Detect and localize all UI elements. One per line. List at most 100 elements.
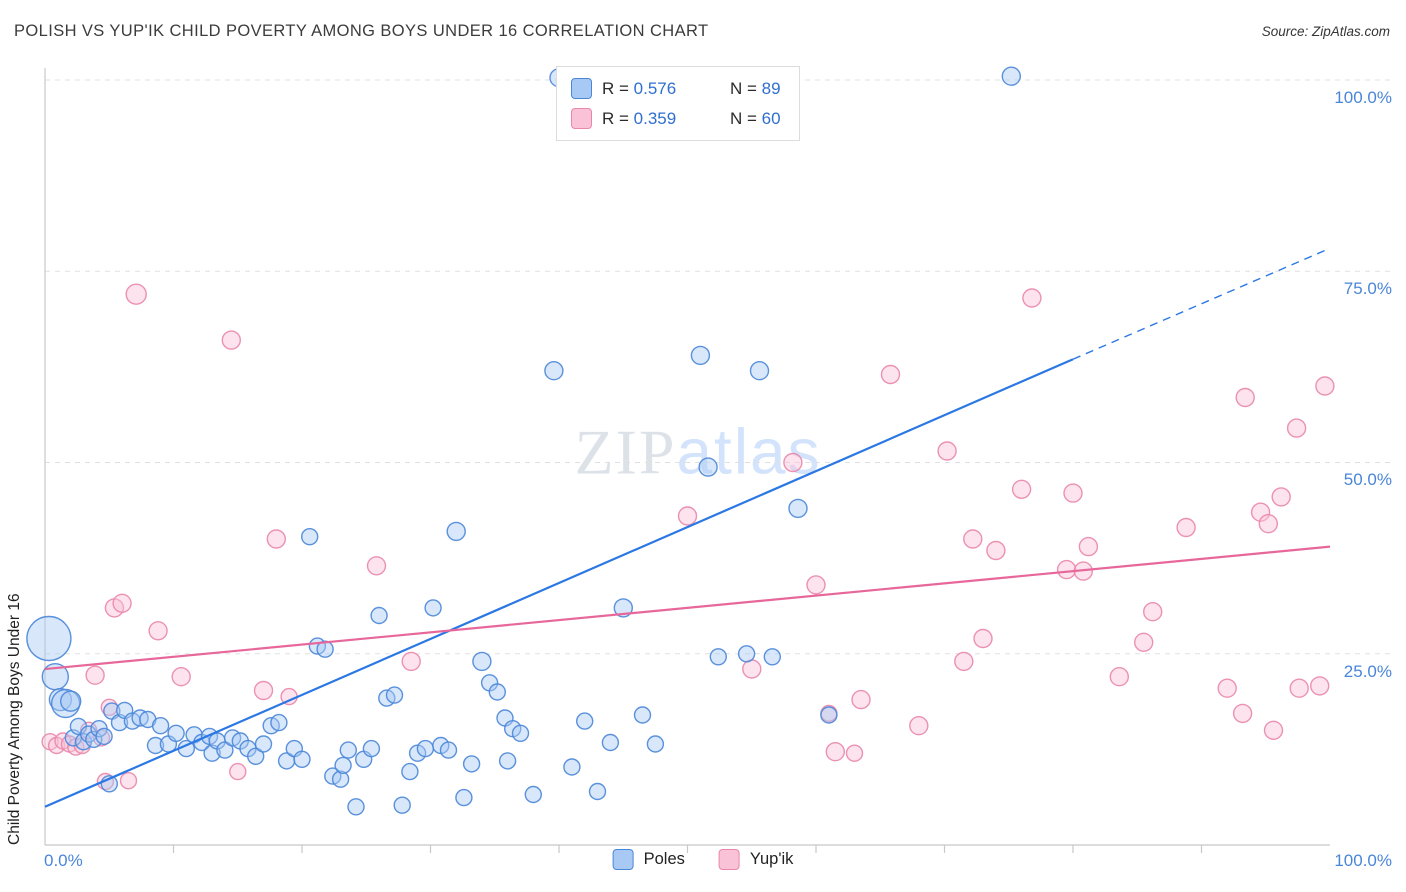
scatter-point-yupik bbox=[986, 540, 1006, 561]
scatter-point-yupik bbox=[401, 651, 421, 672]
scatter-point-poles bbox=[216, 741, 234, 759]
scatter-point-yupik bbox=[253, 680, 274, 701]
scatter-point-poles bbox=[370, 606, 388, 625]
scatter-point-yupik bbox=[1011, 479, 1032, 499]
correlation-legend: R = 0.576 N = 89 R = 0.359 N = 60 bbox=[556, 66, 800, 141]
scatter-point-poles bbox=[293, 750, 311, 768]
scatter-point-yupik bbox=[125, 283, 147, 305]
scatter-point-yupik bbox=[171, 667, 191, 687]
scatter-point-yupik bbox=[119, 772, 138, 790]
scatter-point-poles bbox=[820, 706, 838, 724]
scatter-point-poles bbox=[498, 752, 517, 770]
scatter-point-yupik bbox=[366, 556, 387, 576]
scatter-point-yupik bbox=[85, 665, 105, 685]
scatter-point-yupik bbox=[742, 659, 762, 679]
scatter-point-yupik bbox=[1286, 418, 1307, 438]
scatter-point-poles bbox=[698, 457, 718, 477]
scatter-point-yupik bbox=[148, 621, 168, 641]
x-tick-label-min: 0.0% bbox=[44, 851, 83, 870]
scatter-point-poles bbox=[544, 361, 564, 381]
scatter-point-poles bbox=[301, 528, 319, 546]
scatter-point-yupik bbox=[954, 651, 974, 672]
source-attribution: Source: ZipAtlas.com bbox=[1261, 24, 1390, 39]
scatter-point-poles bbox=[424, 599, 442, 617]
poles-swatch-icon bbox=[612, 849, 634, 870]
scatter-point-poles bbox=[339, 741, 357, 759]
scatter-point-yupik bbox=[1109, 667, 1130, 687]
r-label: R = bbox=[602, 108, 629, 128]
scatter-point-poles bbox=[709, 648, 727, 666]
scatter-point-yupik bbox=[1289, 678, 1309, 698]
n-value: 60 bbox=[761, 108, 781, 128]
scatter-point-yupik bbox=[1217, 678, 1237, 698]
scatter-point-poles bbox=[455, 788, 473, 807]
trend-line-poles bbox=[44, 358, 1074, 808]
y-tick-label-100: 100.0% bbox=[1334, 88, 1392, 107]
scatter-point-yupik bbox=[1063, 483, 1083, 503]
trend-line-yupik bbox=[44, 545, 1331, 671]
scatter-point-poles bbox=[385, 686, 404, 704]
scatter-point-poles bbox=[511, 724, 530, 742]
scatter-point-poles bbox=[331, 770, 350, 788]
y-tick-label-75: 75.0% bbox=[1343, 279, 1392, 298]
scatter-point-poles bbox=[690, 345, 711, 366]
legend-label-yupik: Yup'ik bbox=[749, 850, 794, 868]
poles-r-stat: R = 0.576 bbox=[602, 79, 720, 99]
scatter-point-poles bbox=[613, 598, 633, 618]
scatter-point-yupik bbox=[1133, 632, 1154, 652]
series-legend: Poles Yup'ik bbox=[612, 849, 794, 870]
scatter-point-yupik bbox=[825, 742, 845, 762]
scatter-point-yupik bbox=[1176, 517, 1196, 538]
r-value: 0.576 bbox=[633, 78, 677, 98]
r-value: 0.359 bbox=[633, 108, 677, 128]
scatter-point-yupik bbox=[1142, 602, 1163, 622]
scatter-point-yupik bbox=[963, 529, 983, 549]
legend-row-yupik: R = 0.359 N = 60 bbox=[571, 108, 781, 129]
poles-swatch-icon bbox=[571, 78, 592, 99]
scatter-point-poles bbox=[749, 361, 770, 381]
scatter-point-yupik bbox=[1315, 376, 1335, 396]
yupik-n-stat: N = 60 bbox=[730, 109, 781, 129]
n-label: N = bbox=[730, 78, 757, 98]
scatter-point-poles bbox=[316, 640, 334, 658]
scatter-point-poles bbox=[788, 498, 808, 519]
scatter-point-yupik bbox=[1232, 703, 1253, 724]
scatter-point-yupik bbox=[845, 744, 864, 762]
yupik-r-stat: R = 0.359 bbox=[602, 109, 720, 129]
legend-item-poles: Poles bbox=[612, 849, 685, 870]
scatter-point-poles bbox=[393, 796, 411, 814]
scatter-point-poles bbox=[95, 727, 113, 746]
scatter-point-poles bbox=[59, 690, 82, 712]
scatter-point-poles bbox=[633, 706, 652, 724]
scatter-point-yupik bbox=[1263, 720, 1284, 740]
scatter-point-yupik bbox=[973, 628, 993, 649]
y-tick-label-50: 50.0% bbox=[1343, 470, 1392, 489]
scatter-point-yupik bbox=[783, 452, 803, 473]
scatter-point-poles bbox=[347, 798, 365, 816]
scatter-point-yupik bbox=[677, 506, 698, 526]
scatter-point-yupik bbox=[1271, 487, 1291, 507]
trend-line-extension-poles bbox=[1072, 247, 1331, 360]
scatter-point-poles bbox=[576, 712, 594, 730]
scatter-point-yupik bbox=[229, 762, 247, 781]
scatter-point-yupik bbox=[806, 575, 826, 595]
page-title: POLISH VS YUP'IK CHILD POVERTY AMONG BOY… bbox=[14, 22, 709, 40]
scatter-point-yupik bbox=[1309, 676, 1330, 696]
y-tick-label-25: 25.0% bbox=[1343, 662, 1392, 681]
scatter-point-yupik bbox=[1250, 502, 1271, 522]
legend-row-poles: R = 0.576 N = 89 bbox=[571, 78, 781, 99]
x-tick-label-max: 100.0% bbox=[1334, 851, 1392, 870]
legend-item-yupik: Yup'ik bbox=[718, 849, 794, 870]
scatter-point-poles bbox=[270, 713, 288, 732]
scatter-point-poles bbox=[254, 735, 273, 753]
scatter-point-poles bbox=[646, 735, 665, 753]
scatter-point-yupik bbox=[266, 529, 286, 549]
scatter-point-poles bbox=[462, 755, 481, 773]
scatter-point-yupik bbox=[851, 689, 871, 710]
scatter-point-poles bbox=[85, 730, 103, 749]
yupik-swatch-icon bbox=[718, 849, 740, 870]
scatter-point-yupik bbox=[1056, 559, 1077, 580]
scatter-point-yupik bbox=[1235, 387, 1255, 408]
scatter-point-poles bbox=[472, 651, 492, 672]
